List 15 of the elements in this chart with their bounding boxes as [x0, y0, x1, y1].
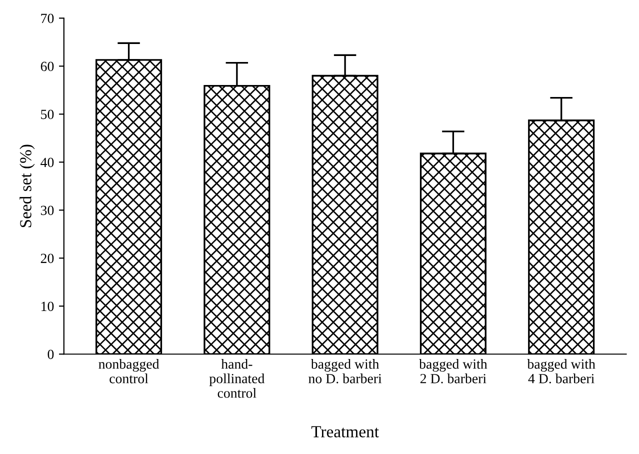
x-tick-label: bagged with no D. barberi: [308, 358, 382, 384]
y-tick-label: 40: [40, 158, 54, 168]
y-tick-label: 0: [48, 350, 54, 360]
x-tick-label: bagged with 4 D. barberi: [527, 358, 596, 384]
y-axis-title: Seed set (%): [20, 144, 35, 228]
x-tick-label: hand- pollinated control: [209, 358, 265, 398]
y-tick-label: 20: [40, 254, 54, 264]
y-tick-label: 70: [41, 14, 54, 24]
x-tick-label: bagged with 2 D. barberi: [419, 358, 488, 384]
y-tick-label: 50: [41, 110, 54, 120]
x-axis-title: Treatment: [311, 426, 379, 438]
x-tick-label: nonbagged control: [98, 358, 160, 384]
y-tick-label: 30: [40, 206, 54, 216]
y-tick-label: 10: [42, 302, 54, 312]
y-tick-label: 60: [40, 62, 54, 72]
